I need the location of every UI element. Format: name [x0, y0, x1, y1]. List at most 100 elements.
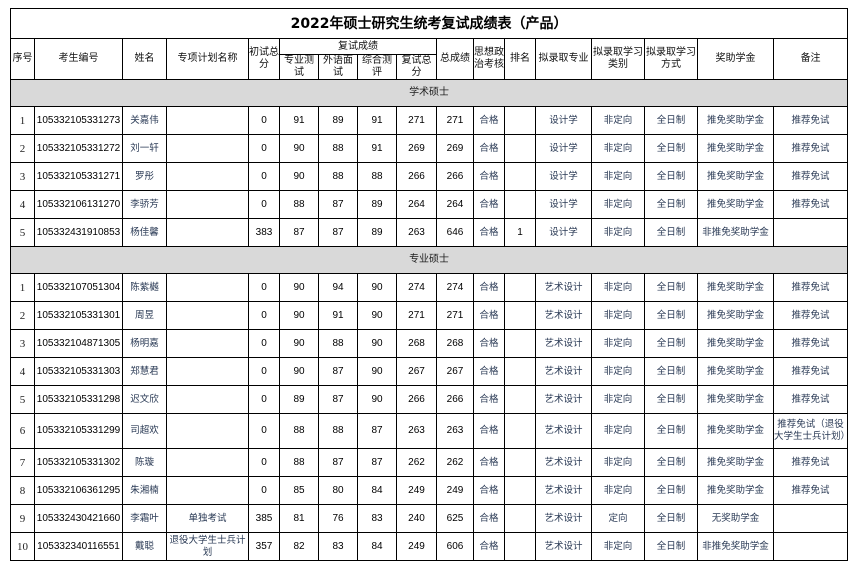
cell-total: 263: [436, 413, 474, 449]
cell-rank: [504, 273, 536, 302]
section-label: 专业硕士: [9, 246, 849, 274]
cell-category: 非定向: [591, 329, 645, 358]
cell-seq: 3: [10, 329, 35, 358]
table-row: 1 105332105331273 关嘉伟 0 91 89 91 271 271 合格 设计学 非定向…: [10, 106, 849, 135]
cell-name: 杨佳馨: [122, 218, 167, 247]
cell-id: 105332104871305: [34, 329, 123, 358]
cell-major: 艺术设计: [535, 273, 592, 302]
header-plan: 专项计划名称: [166, 38, 249, 80]
cell-major-test: 90: [279, 357, 319, 386]
cell-id: 105332105331298: [34, 385, 123, 414]
cell-politics: 合格: [473, 329, 505, 358]
header-id: 考生编号: [34, 38, 123, 80]
cell-plan: 退役大学生士兵计划: [166, 532, 249, 561]
header-retest-group: 复试成绩: [279, 38, 437, 55]
table-row: 1 105332107051304 陈紫樾 0 90 94 90 274 274 合格 艺术设计 非定…: [10, 273, 849, 302]
table-row: 10 105332340116551 戴聪 退役大学生士兵计划 357 82 83 84 249…: [10, 532, 849, 561]
cell-category: 非定向: [591, 190, 645, 219]
cell-retest-total: 262: [396, 448, 437, 477]
cell-major: 设计学: [535, 218, 592, 247]
cell-plan: [166, 476, 249, 505]
cell-lang-test: 76: [318, 504, 358, 533]
cell-scholarship: 推免奖助学金: [697, 357, 774, 386]
cell-rank: [504, 134, 536, 163]
cell-plan: [166, 218, 249, 247]
header-mode: 拟录取学习方式: [644, 38, 698, 80]
table-row: 3 105332105331271 罗彤 0 90 88 88 266 266 合格 设计学 非定向全…: [10, 162, 849, 191]
cell-initial: 0: [248, 329, 280, 358]
cell-plan: [166, 357, 249, 386]
cell-mode: 全日制: [644, 218, 698, 247]
cell-plan: [166, 448, 249, 477]
cell-lang-test: 88: [318, 134, 358, 163]
cell-politics: 合格: [473, 385, 505, 414]
cell-major: 设计学: [535, 106, 592, 135]
cell-total: 268: [436, 329, 474, 358]
cell-seq: 7: [10, 448, 35, 477]
cell-major-test: 81: [279, 504, 319, 533]
cell-major: 艺术设计: [535, 385, 592, 414]
cell-plan: [166, 134, 249, 163]
cell-comp-eval: 87: [357, 448, 397, 477]
cell-major-test: 90: [279, 162, 319, 191]
cell-initial: 0: [248, 106, 280, 135]
table-row: 5 105332105331298 迟文欣 0 89 87 90 266 266 合格 艺术设计 非定…: [10, 385, 849, 414]
cell-scholarship: 推免奖助学金: [697, 106, 774, 135]
cell-politics: 合格: [473, 301, 505, 330]
cell-plan: [166, 162, 249, 191]
header-rank: 排名: [504, 38, 536, 80]
cell-plan: [166, 301, 249, 330]
cell-politics: 合格: [473, 476, 505, 505]
cell-retest-total: 249: [396, 532, 437, 561]
cell-initial: 0: [248, 385, 280, 414]
cell-remark: 推荐免试: [772, 134, 849, 163]
cell-politics: 合格: [473, 273, 505, 302]
cell-scholarship: 非推免奖助学金: [697, 218, 774, 247]
cell-mode: 全日制: [644, 504, 698, 533]
cell-retest-total: 266: [396, 162, 437, 191]
cell-comp-eval: 91: [357, 106, 397, 135]
cell-retest-total: 263: [396, 413, 437, 449]
section-header: 专业硕士: [9, 246, 849, 274]
cell-mode: 全日制: [644, 106, 698, 135]
cell-category: 非定向: [591, 301, 645, 330]
cell-initial: 0: [248, 448, 280, 477]
cell-category: 非定向: [591, 218, 645, 247]
cell-major: 艺术设计: [535, 504, 592, 533]
cell-major: 艺术设计: [535, 357, 592, 386]
cell-mode: 全日制: [644, 301, 698, 330]
cell-retest-total: 267: [396, 357, 437, 386]
cell-major: 设计学: [535, 190, 592, 219]
cell-plan: [166, 190, 249, 219]
cell-remark: 推荐免试: [772, 301, 849, 330]
cell-name: 郑慧君: [122, 357, 167, 386]
header-category: 拟录取学习类别: [591, 38, 645, 80]
cell-name: 周昱: [122, 301, 167, 330]
cell-politics: 合格: [473, 190, 505, 219]
cell-id: 105332106131270: [34, 190, 123, 219]
cell-major-test: 90: [279, 301, 319, 330]
header-comp-eval: 综合测评: [357, 54, 397, 80]
header-remark: 备注: [772, 38, 849, 80]
cell-mode: 全日制: [644, 357, 698, 386]
cell-retest-total: 266: [396, 385, 437, 414]
cell-lang-test: 87: [318, 385, 358, 414]
cell-major-test: 90: [279, 134, 319, 163]
cell-lang-test: 87: [318, 448, 358, 477]
cell-mode: 全日制: [644, 532, 698, 561]
cell-mode: 全日制: [644, 476, 698, 505]
cell-name: 关嘉伟: [122, 106, 167, 135]
cell-retest-total: 271: [396, 106, 437, 135]
cell-remark: 推荐免试: [772, 162, 849, 191]
cell-rank: [504, 476, 536, 505]
page-title: 2022年硕士研究生统考复试成绩表（产品）: [9, 8, 849, 39]
table-row: 7 105332105331302 陈璇 0 88 87 87 262 262 合格 艺术设计 非定向…: [10, 448, 849, 477]
cell-initial: 357: [248, 532, 280, 561]
cell-id: 105332105331299: [34, 413, 123, 449]
cell-initial: 0: [248, 162, 280, 191]
header-retest-total: 复试总分: [396, 54, 437, 80]
cell-initial: 0: [248, 134, 280, 163]
cell-politics: 合格: [473, 162, 505, 191]
cell-id: 105332340116551: [34, 532, 123, 561]
cell-rank: 1: [504, 218, 536, 247]
